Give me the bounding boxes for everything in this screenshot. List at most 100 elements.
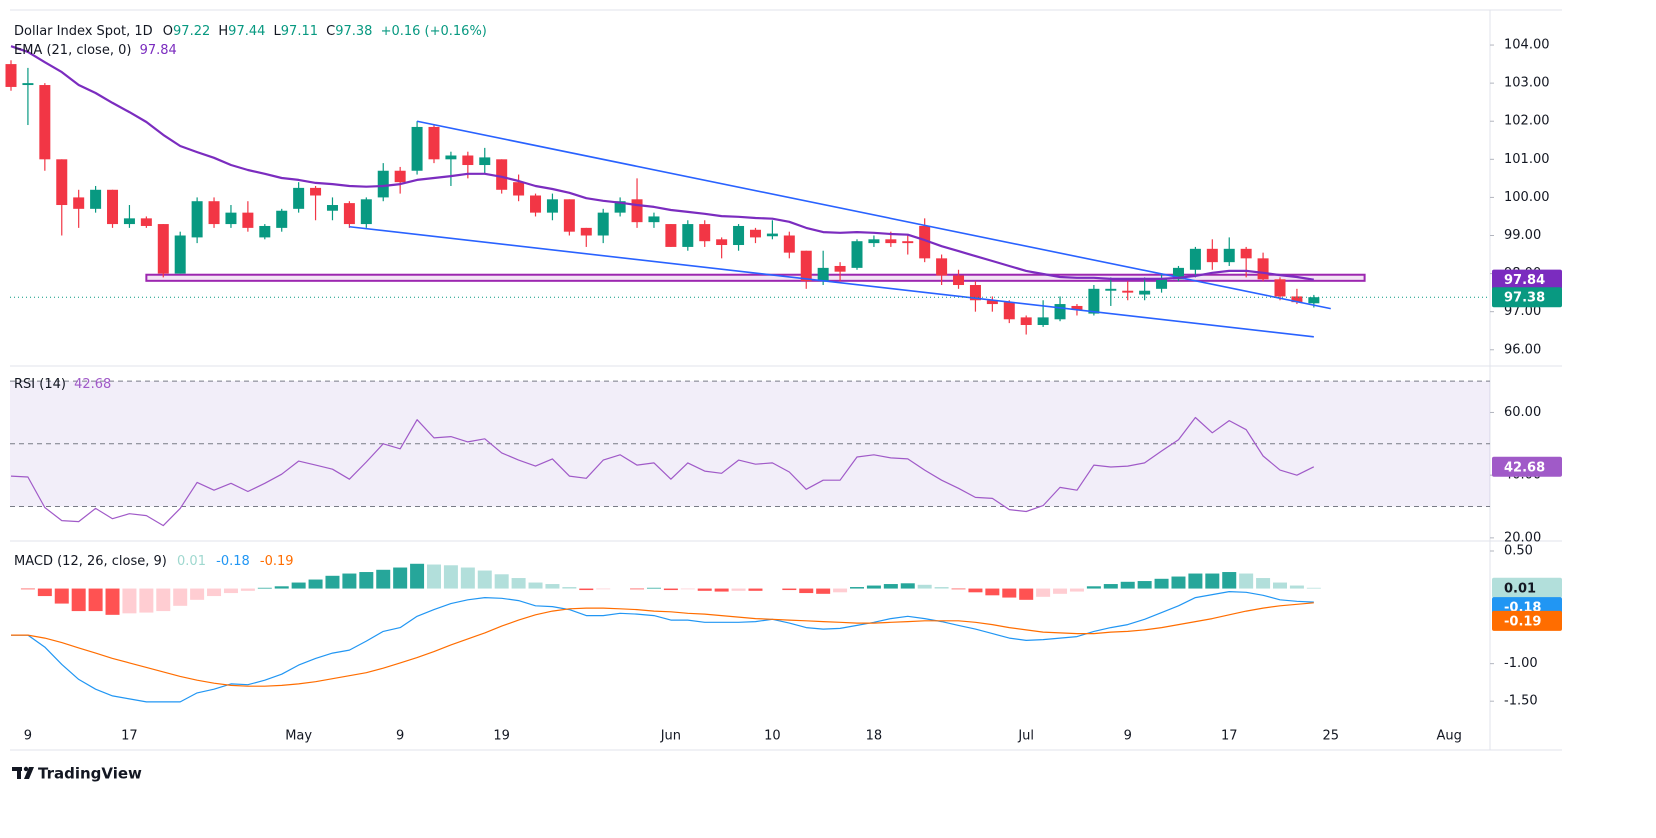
candle-body <box>885 239 897 244</box>
x-tick-label: 10 <box>764 729 781 744</box>
histogram-bar <box>477 570 492 589</box>
candle-body <box>631 199 643 223</box>
candle-body <box>140 218 152 226</box>
macd-value: -0.18 <box>216 554 250 569</box>
histogram-bar <box>934 587 949 589</box>
histogram-bar <box>88 588 103 612</box>
candle-body <box>276 210 288 228</box>
histogram-bar <box>1036 588 1051 597</box>
candle-body <box>546 199 558 213</box>
y-tick-label: 60.00 <box>1504 405 1541 420</box>
histogram-bar <box>207 588 222 597</box>
histogram-bar <box>1086 586 1101 589</box>
histogram-bar <box>883 584 898 589</box>
candle-body <box>936 258 948 276</box>
candle-body <box>462 155 474 166</box>
candle-body <box>377 170 389 198</box>
histogram-bar <box>1273 582 1287 589</box>
histogram-bar <box>71 588 86 612</box>
x-tick-label: 9 <box>24 729 32 744</box>
candle-body <box>1156 279 1168 289</box>
candle-body <box>1291 296 1303 303</box>
x-tick-label: 17 <box>1221 729 1238 744</box>
macd-tag-box <box>1492 610 1562 631</box>
y-tick-label: 100.00 <box>1504 190 1550 205</box>
histogram-bar <box>850 587 864 589</box>
rsi-name: RSI (14) <box>14 377 66 392</box>
ohlc-label: C <box>326 24 335 39</box>
histogram-bar <box>968 588 983 593</box>
histogram-bar <box>37 588 52 597</box>
histogram-bar <box>697 588 712 591</box>
histogram-bar <box>1188 573 1203 589</box>
y-tick-label: 97.00 <box>1504 304 1541 319</box>
candle-body <box>174 235 186 274</box>
candle-body <box>394 170 406 183</box>
candle-body <box>766 233 778 237</box>
candle-body <box>123 218 135 225</box>
rsi-tag: 42.68 <box>1504 460 1545 475</box>
trendline <box>349 225 1314 338</box>
candle-body <box>191 201 203 238</box>
histogram-bar <box>1171 576 1186 589</box>
y-tick-label: 0.50 <box>1504 544 1533 559</box>
histogram-tag-box <box>1492 577 1562 598</box>
candle-body <box>1189 248 1201 270</box>
y-tick-label: 104.00 <box>1504 38 1550 53</box>
logo-part <box>23 766 29 772</box>
candle-body <box>648 216 660 223</box>
y-tick-label: 103.00 <box>1504 76 1550 91</box>
candle-body <box>1240 248 1252 259</box>
x-tick-label: 19 <box>493 729 510 744</box>
histogram-bar <box>139 588 154 613</box>
candle-body <box>428 126 440 160</box>
candle-body <box>1122 290 1134 293</box>
logo-part <box>24 767 34 779</box>
candle-body <box>834 265 846 272</box>
histogram-bar <box>748 588 763 591</box>
candle-body <box>39 85 51 160</box>
candle-body <box>1020 317 1032 326</box>
candle-body <box>157 224 169 274</box>
histogram-bar <box>663 588 678 591</box>
histogram-bar <box>528 582 543 589</box>
candle-body <box>479 157 491 166</box>
x-tick-label: 18 <box>866 729 883 744</box>
histogram-bar <box>917 584 932 589</box>
candle-body <box>563 199 575 232</box>
candle-body <box>597 212 609 236</box>
histogram-bar <box>393 567 408 589</box>
histogram-bar <box>291 582 306 589</box>
candle-body <box>817 267 829 282</box>
histogram-bar <box>985 588 1000 596</box>
histogram-bar <box>342 573 357 589</box>
y-tick-label: 102.00 <box>1504 114 1550 129</box>
histogram-bar <box>579 588 594 591</box>
candle-body <box>699 224 711 242</box>
histogram-bar <box>494 574 509 589</box>
histogram-bar <box>410 563 425 589</box>
histogram-bar <box>630 588 645 590</box>
ohlc-label: L <box>274 24 282 39</box>
ohlc-value: 97.22 <box>173 24 210 39</box>
histogram-bar <box>782 588 797 591</box>
candle-body <box>919 225 931 259</box>
candle-body <box>293 187 305 209</box>
candle-body <box>90 189 102 209</box>
candle-body <box>496 159 508 190</box>
candle-body <box>1223 248 1235 263</box>
y-tick-label: 101.00 <box>1504 152 1550 167</box>
macd-legend: MACD (12, 26, close, 9) 0.01 -0.18 -0.19 <box>14 554 294 569</box>
x-tick-label: May <box>285 729 312 744</box>
candle-body <box>1206 248 1218 263</box>
macd-name: MACD (12, 26, close, 9) <box>14 554 167 569</box>
x-tick-label: Jul <box>1017 729 1034 744</box>
x-tick-label: 17 <box>121 729 138 744</box>
candle-body <box>343 203 355 225</box>
histogram-bar <box>1154 578 1169 589</box>
histogram-bar <box>680 588 695 590</box>
rsi-line <box>10 416 1315 527</box>
ema-tag: 97.84 <box>1504 273 1545 288</box>
brand-logo <box>12 766 34 779</box>
ohlc-value: 97.11 <box>281 24 318 39</box>
